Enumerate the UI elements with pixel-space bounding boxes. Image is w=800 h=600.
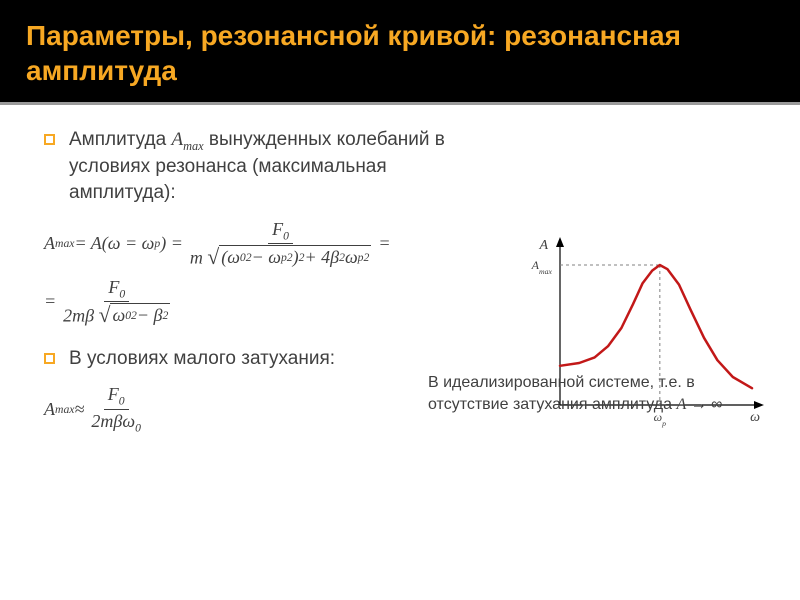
slide: Параметры, резонансной кривой: резонансн…: [0, 0, 800, 600]
formula-3-line: Amax ≈ F0 2mβω0: [44, 383, 474, 435]
f1-trail: =: [378, 233, 390, 254]
f3-lhs: A: [44, 399, 55, 420]
formula-1: Amax = A(ω = ωp) = F0 m √ (ω02 − ωp2)2 +…: [44, 218, 474, 328]
formula-1-line1: Amax = A(ω = ωp) = F0 m √ (ω02 − ωp2)2 +…: [44, 218, 474, 270]
f2-den-b: ω: [112, 305, 125, 326]
footnote: В идеализированной системе, т.е. в отсут…: [428, 372, 758, 415]
footnote-b: → ∞: [686, 396, 722, 413]
f1-den-e-sup: 2: [364, 251, 370, 264]
footnote-a: В идеализированной системе, т.е. в отсут…: [428, 374, 695, 413]
f1-mid: = A(ω = ω: [74, 233, 154, 254]
footnote-symbol: A: [676, 396, 686, 413]
f2-lead: =: [44, 291, 56, 312]
f2-den-a: 2mβ: [63, 306, 94, 326]
f1-mid2: ) =: [160, 233, 183, 254]
bullet-marker-icon: [44, 353, 55, 364]
slide-body: Амплитуда Amax вынужденных колебаний в у…: [0, 105, 800, 464]
f1-den-d: + 4β: [304, 247, 339, 268]
bullet-marker-icon: [44, 134, 55, 145]
f3-num-sub: 0: [119, 395, 125, 408]
sqrt-icon: √: [207, 247, 219, 269]
bullet-1-symbol: A: [171, 129, 183, 150]
bullet-2-prefix: В условиях малого затухания:: [69, 348, 335, 369]
f3-lhs-sub: max: [55, 403, 74, 416]
f1-den-b: − ω: [252, 247, 281, 268]
bullet-1-text: Амплитуда Amax вынужденных колебаний в у…: [69, 127, 474, 206]
bullet-2-text: В условиях малого затухания:: [69, 346, 335, 372]
f2-den-c-sup: 2: [163, 309, 169, 322]
sqrt-icon: √: [99, 305, 111, 327]
f2-radicand: ω02 − β2: [110, 303, 170, 326]
svg-text:Amax: Amax: [531, 258, 553, 276]
bullet-2: В условиях малого затухания:: [44, 346, 474, 372]
f3-den: 2mβω0: [87, 410, 145, 436]
f1-den-m: m: [190, 248, 203, 268]
f2-den: 2mβ √ ω02 − β2: [59, 302, 174, 327]
f1-radicand: (ω02 − ωp2)2 + 4β2ωp2: [219, 245, 371, 268]
f1-den: m √ (ω02 − ωp2)2 + 4β2ωp2: [186, 244, 376, 269]
f2-den-c: − β: [137, 305, 163, 326]
f1-num: F0: [268, 218, 293, 245]
f3-approx: ≈: [74, 399, 84, 420]
f3-num: F0: [104, 383, 129, 410]
bullet-1-symbol-sub: max: [183, 139, 204, 153]
f1-den-a: (ω: [221, 247, 240, 268]
f3-den-a: 2mβω: [91, 411, 135, 431]
bullet-1: Амплитуда Amax вынужденных колебаний в у…: [44, 127, 474, 206]
f1-num-sub: 0: [283, 229, 289, 242]
f2-num-sub: 0: [119, 287, 125, 300]
f3-frac: F0 2mβω0: [87, 383, 145, 435]
f3-num-sym: F: [108, 384, 119, 404]
f1-sqrt: √ (ω02 − ωp2)2 + 4β2ωp2: [207, 245, 371, 268]
slide-title: Параметры, резонансной кривой: резонансн…: [26, 18, 774, 88]
f2-frac: F0 2mβ √ ω02 − β2: [59, 276, 174, 328]
f1-lhs: A: [44, 233, 55, 254]
f1-num-sym: F: [272, 219, 283, 239]
svg-text:A: A: [538, 238, 548, 253]
f2-sqrt: √ ω02 − β2: [99, 303, 171, 326]
slide-header: Параметры, резонансной кривой: резонансн…: [0, 0, 800, 105]
formula-1-line2: = F0 2mβ √ ω02 − β2: [44, 276, 474, 328]
left-column: Амплитуда Amax вынужденных колебаний в у…: [44, 127, 474, 436]
f1-frac: F0 m √ (ω02 − ωp2)2 + 4β2ωp2: [186, 218, 376, 270]
formula-3: Amax ≈ F0 2mβω0: [44, 383, 474, 435]
f1-lhs-sub: max: [55, 237, 74, 250]
f3-den-a-sub: 0: [135, 422, 141, 435]
bullet-1-prefix: Амплитуда: [69, 129, 171, 150]
f2-num: F0: [104, 276, 129, 303]
f1-den-e: ω: [345, 247, 358, 268]
f2-num-sym: F: [108, 277, 119, 297]
